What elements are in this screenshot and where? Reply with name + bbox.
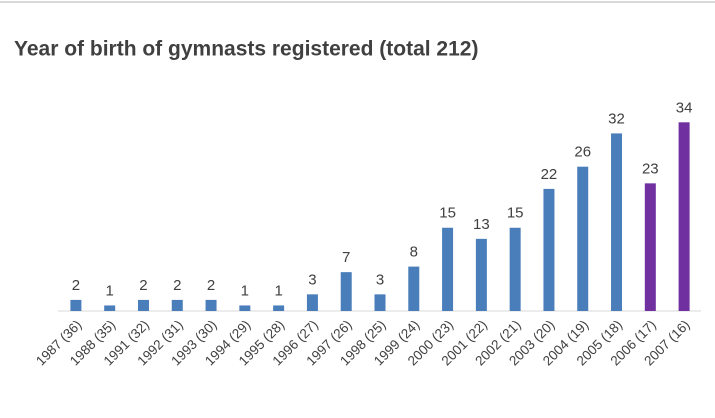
data-label: 2: [72, 277, 80, 294]
bar: [374, 294, 386, 311]
chart-title: Year of birth of gymnasts registered (to…: [14, 38, 478, 61]
data-label: 32: [608, 110, 625, 127]
bar: [104, 305, 116, 311]
bar: [340, 272, 352, 311]
data-label: 1: [274, 282, 282, 299]
bar: [205, 299, 217, 311]
data-label: 2: [207, 277, 215, 294]
data-label: 2: [139, 277, 147, 294]
data-label: 15: [439, 205, 456, 222]
data-label: 23: [642, 160, 659, 177]
bar: [306, 294, 318, 311]
data-label: 1: [106, 282, 114, 299]
bar: [442, 227, 454, 311]
data-label: 8: [410, 244, 418, 261]
data-label: 13: [473, 216, 490, 233]
bar: [543, 188, 555, 311]
data-label: 34: [676, 99, 693, 116]
bar: [509, 227, 521, 311]
bar: [171, 299, 183, 311]
data-label: 22: [541, 166, 558, 183]
data-label: 1: [241, 282, 249, 299]
data-label: 7: [342, 249, 350, 266]
data-label: 3: [376, 271, 384, 288]
bar: [273, 305, 285, 311]
bar: [137, 299, 149, 311]
bar: [611, 133, 623, 311]
bar: [678, 122, 690, 311]
bar: [644, 183, 656, 311]
bar: [239, 305, 251, 311]
data-label: 26: [574, 144, 591, 161]
data-label: 2: [173, 277, 181, 294]
bar: [577, 166, 589, 311]
bar: [70, 299, 82, 311]
bar: [475, 238, 487, 311]
data-label: 15: [507, 205, 524, 222]
data-label: 3: [308, 271, 316, 288]
bar: [408, 266, 420, 311]
